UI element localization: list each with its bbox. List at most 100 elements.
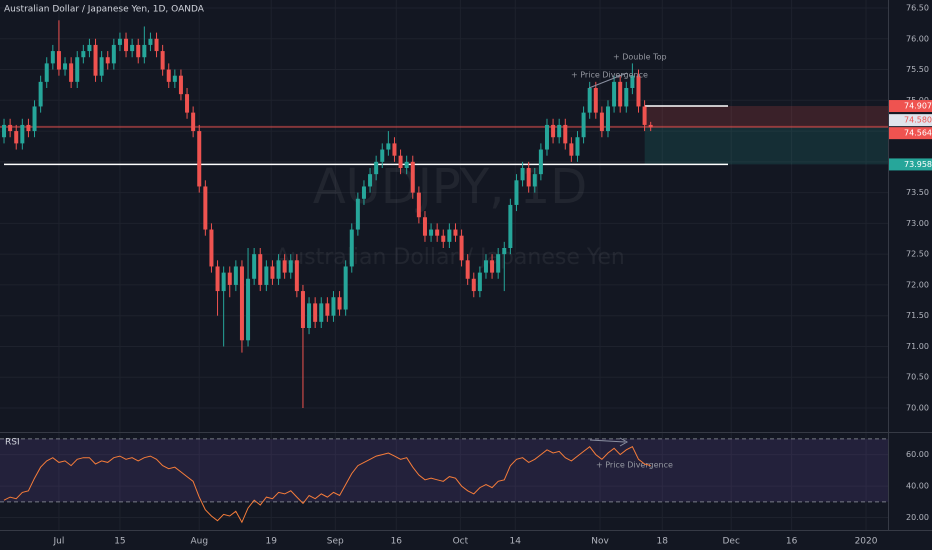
annotation: + Price Divergence	[596, 461, 673, 470]
price-tag-label: 74.580	[904, 116, 932, 125]
candle-body	[203, 186, 208, 230]
rsi-divergence-line	[589, 439, 626, 443]
candle-body	[490, 260, 495, 273]
price-tag-label: 74.564	[904, 129, 932, 138]
candle-body	[624, 88, 629, 107]
candle-body	[374, 161, 379, 175]
candle-body	[368, 174, 373, 187]
candle-body	[453, 229, 458, 236]
candle-body	[233, 266, 238, 285]
candle-body	[2, 124, 7, 138]
candle-body	[136, 44, 141, 58]
candle-body	[605, 106, 610, 132]
candle-body	[166, 69, 171, 82]
candle-body	[380, 149, 385, 162]
candle-body	[81, 51, 86, 58]
candle-body	[563, 124, 568, 144]
candle-body	[258, 254, 263, 285]
y-tick-label: 60.00	[906, 450, 929, 459]
candle-body	[477, 272, 482, 292]
candle-body	[343, 266, 348, 310]
x-tick-label: 14	[510, 537, 522, 547]
candle-body	[404, 161, 409, 168]
rsi-label: RSI	[5, 438, 20, 448]
zones	[0, 105, 888, 166]
candle-body	[355, 198, 360, 230]
candle-body	[313, 303, 318, 322]
candle-body	[50, 51, 55, 64]
candle-body	[392, 143, 397, 156]
candle-body	[447, 229, 452, 242]
candle-body	[429, 229, 434, 236]
candle-body	[215, 266, 220, 292]
candle-body	[642, 106, 647, 125]
candle-body	[239, 266, 244, 341]
candle-body	[630, 75, 635, 88]
x-tick-label: 18	[657, 537, 669, 547]
price-tag	[889, 114, 932, 127]
candle-body	[459, 235, 464, 261]
candle-body	[14, 131, 19, 144]
candle-body	[75, 57, 80, 82]
candle-body	[618, 81, 623, 107]
x-tick-label: 19	[266, 537, 278, 547]
candles	[2, 20, 653, 408]
candle-body	[361, 186, 366, 199]
x-tick-label: Nov	[591, 537, 609, 547]
watermark: AUDJPY, 1D	[313, 159, 587, 215]
candle-body	[514, 180, 519, 205]
candle-body	[111, 44, 116, 64]
y-tick-label: 76.50	[906, 4, 929, 13]
candle-body	[636, 75, 641, 107]
candle-body	[557, 124, 562, 138]
x-tick-label: Dec	[723, 537, 740, 547]
candle-body	[38, 81, 43, 107]
candle-body	[441, 235, 446, 242]
candle-body	[325, 303, 330, 316]
candle-body	[416, 192, 421, 218]
y-tick-label: 72.50	[906, 250, 929, 259]
x-tick-label: 16	[786, 537, 798, 547]
candle-body	[93, 44, 98, 76]
candle-body	[227, 272, 232, 285]
candle-body	[648, 124, 653, 128]
candle-body	[471, 278, 476, 292]
candle-body	[581, 112, 586, 138]
candle-body	[398, 155, 403, 168]
candle-body	[185, 94, 190, 113]
candle-body	[87, 44, 92, 52]
y-tick-label: 73.00	[906, 219, 929, 228]
candle-body	[124, 38, 129, 52]
candle-body	[300, 291, 305, 328]
y-tick-label: 71.00	[906, 342, 929, 351]
candle-body	[508, 204, 513, 248]
price-tag	[889, 158, 932, 171]
y-tick-label: 70.00	[906, 404, 929, 413]
y-tick-label: 71.50	[906, 311, 929, 320]
candle-body	[197, 131, 202, 187]
chart-title: Australian Dollar / Japanese Yen, 1D, OA…	[4, 5, 205, 15]
stop-zone	[644, 106, 888, 128]
x-tick-label: 2020	[855, 537, 878, 547]
candle-body	[587, 88, 592, 113]
candle-body	[307, 303, 312, 328]
candle-body	[465, 260, 470, 279]
candle-body	[276, 260, 281, 279]
candle-body	[69, 63, 74, 82]
candle-body	[520, 168, 525, 181]
x-tick-label: 15	[114, 537, 125, 547]
candle-body	[32, 106, 37, 132]
candle-body	[130, 44, 135, 52]
candle-body	[8, 124, 13, 132]
annotation: + Double Top	[613, 53, 667, 62]
arrow-head	[619, 437, 629, 447]
candle-body	[538, 149, 543, 175]
candle-body	[191, 112, 196, 132]
x-tick-label: Oct	[453, 537, 469, 547]
x-tick-label: Sep	[327, 537, 344, 547]
price-tag-label: 74.907	[904, 102, 932, 111]
y-tick-label: 72.00	[906, 280, 929, 289]
price-tag	[889, 127, 932, 140]
candle-body	[178, 75, 183, 95]
